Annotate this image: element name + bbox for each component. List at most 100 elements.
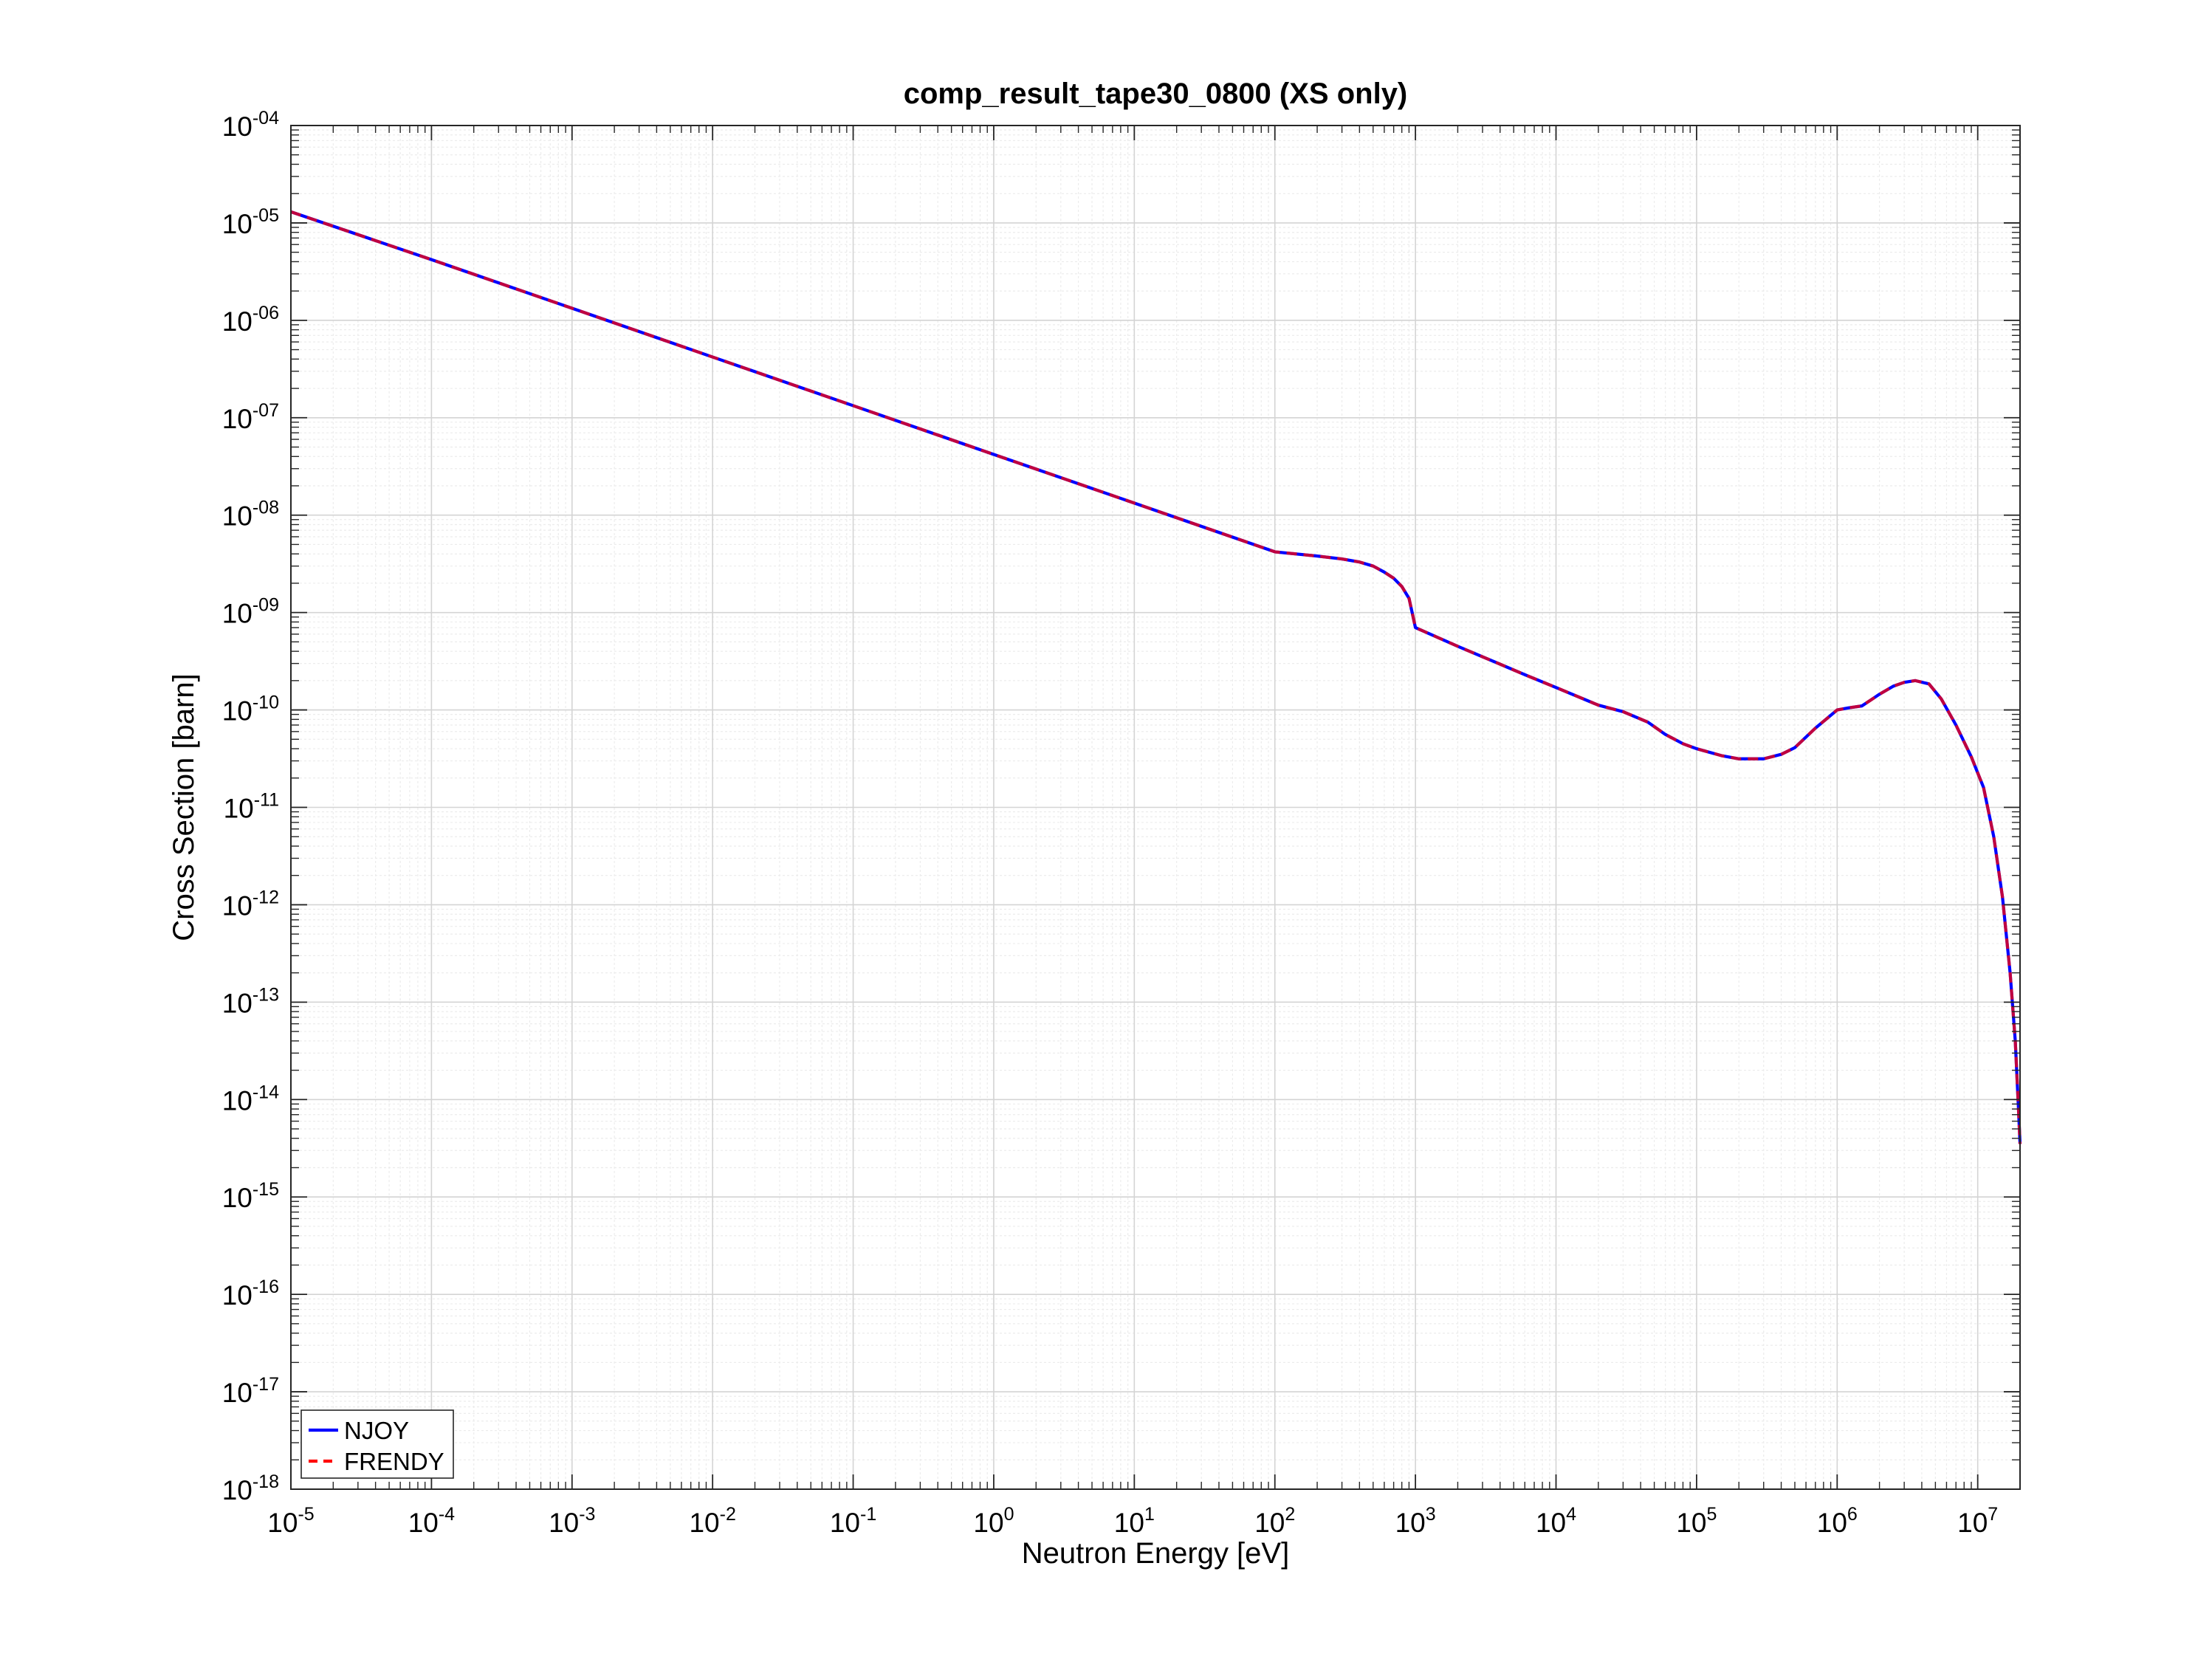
y-axis-label: Cross Section [barn] bbox=[168, 673, 200, 941]
x-tick-label-exponent: 6 bbox=[1847, 1504, 1858, 1525]
x-tick-label-exponent: -5 bbox=[298, 1504, 314, 1525]
x-tick-label-base: 10 bbox=[1676, 1508, 1706, 1538]
x-tick-label-exponent: 7 bbox=[1988, 1504, 1998, 1525]
x-tick-label: 102 bbox=[1254, 1504, 1295, 1538]
legend-box bbox=[300, 1409, 454, 1479]
axes-box bbox=[290, 125, 2021, 1490]
x-tick-label: 10-2 bbox=[689, 1504, 735, 1538]
y-tick-label-exponent: -16 bbox=[253, 1277, 279, 1297]
y-tick-label-base: 10 bbox=[222, 1475, 253, 1505]
y-tick-label-base: 10 bbox=[222, 599, 253, 629]
x-tick-label-base: 10 bbox=[408, 1508, 439, 1538]
y-tick-label-exponent: -04 bbox=[253, 108, 279, 128]
y-tick-label: 10-12 bbox=[222, 887, 279, 921]
y-tick-label: 10-17 bbox=[222, 1374, 279, 1408]
y-tick-label: 10-14 bbox=[222, 1082, 279, 1116]
x-tick-label-base: 10 bbox=[830, 1508, 860, 1538]
x-tick-label: 101 bbox=[1114, 1504, 1155, 1538]
y-tick-label: 10-13 bbox=[222, 984, 279, 1018]
x-tick-label: 103 bbox=[1395, 1504, 1436, 1538]
series-layer bbox=[290, 210, 2022, 1144]
y-tick-label: 10-09 bbox=[222, 595, 279, 629]
legend-label-njoy: NJOY bbox=[344, 1417, 409, 1444]
x-tick-label: 10-5 bbox=[267, 1504, 314, 1538]
y-tick-label-exponent: -12 bbox=[253, 887, 279, 907]
y-tick-label-base: 10 bbox=[224, 794, 254, 824]
y-tick-label-exponent: -15 bbox=[253, 1179, 279, 1200]
y-tick-label: 10-11 bbox=[224, 790, 279, 824]
y-tick-label-exponent: -14 bbox=[253, 1082, 279, 1102]
y-tick-label-base: 10 bbox=[222, 209, 253, 239]
axes-frame bbox=[290, 125, 2021, 1490]
y-tick-label-base: 10 bbox=[222, 890, 253, 921]
y-tick-label-base: 10 bbox=[222, 1183, 253, 1213]
y-tick-label-exponent: -13 bbox=[253, 984, 279, 1005]
x-tick-label-exponent: 3 bbox=[1426, 1504, 1436, 1525]
x-tick-labels: 10-5 10-4 10-3 10-2 10-1 100 101 102 103 104 105 10… bbox=[267, 1504, 1998, 1538]
y-tick-label-base: 10 bbox=[222, 1085, 253, 1116]
x-tick-label-base: 10 bbox=[1536, 1508, 1566, 1538]
x-tick-label-base: 10 bbox=[973, 1508, 1003, 1538]
y-tick-label: 10-05 bbox=[222, 205, 279, 239]
x-tick-label-base: 10 bbox=[1957, 1508, 1988, 1538]
tick-marks bbox=[290, 125, 2021, 1490]
x-tick-label: 107 bbox=[1957, 1504, 1998, 1538]
y-tick-label: 10-04 bbox=[222, 108, 279, 142]
x-tick-label-base: 10 bbox=[1395, 1508, 1426, 1538]
x-tick-label: 10-4 bbox=[408, 1504, 455, 1538]
x-tick-label-base: 10 bbox=[549, 1508, 579, 1538]
x-tick-label: 100 bbox=[973, 1504, 1014, 1538]
y-tick-label: 10-15 bbox=[222, 1179, 279, 1213]
chart-title: comp_result_tape30_0800 (XS only) bbox=[904, 78, 1408, 110]
y-tick-label-exponent: -18 bbox=[253, 1471, 279, 1492]
y-tick-label-exponent: -06 bbox=[253, 303, 279, 323]
y-tick-label: 10-08 bbox=[222, 498, 279, 532]
minor-gridlines bbox=[291, 126, 2021, 1489]
x-tick-label-exponent: -3 bbox=[579, 1504, 595, 1525]
y-tick-label-base: 10 bbox=[222, 1280, 253, 1311]
y-tick-label: 10-16 bbox=[222, 1277, 279, 1311]
y-tick-label: 10-10 bbox=[222, 693, 279, 727]
y-tick-label-exponent: -09 bbox=[253, 595, 279, 616]
x-tick-label-base: 10 bbox=[689, 1508, 719, 1538]
y-tick-label: 10-18 bbox=[222, 1471, 279, 1505]
y-tick-label-base: 10 bbox=[222, 696, 253, 727]
y-tick-label-base: 10 bbox=[222, 501, 253, 532]
y-tick-label-exponent: -08 bbox=[253, 498, 279, 518]
x-tick-label-exponent: 0 bbox=[1004, 1504, 1014, 1525]
x-tick-label-exponent: -4 bbox=[439, 1504, 455, 1525]
y-tick-label-exponent: -11 bbox=[254, 790, 279, 811]
x-tick-label: 106 bbox=[1817, 1504, 1858, 1538]
x-tick-label-exponent: 2 bbox=[1285, 1504, 1295, 1525]
x-tick-label-base: 10 bbox=[1114, 1508, 1144, 1538]
y-tick-label-base: 10 bbox=[222, 1378, 253, 1408]
y-tick-label-base: 10 bbox=[222, 404, 253, 434]
x-tick-label-base: 10 bbox=[1817, 1508, 1847, 1538]
x-tick-label-exponent: 4 bbox=[1566, 1504, 1576, 1525]
legend: NJOY FRENDY bbox=[300, 1409, 454, 1479]
x-tick-label: 104 bbox=[1536, 1504, 1576, 1538]
x-tick-label: 105 bbox=[1676, 1504, 1717, 1538]
y-tick-label-base: 10 bbox=[222, 111, 253, 142]
y-tick-label-exponent: -17 bbox=[253, 1374, 279, 1395]
x-tick-label-exponent: -1 bbox=[860, 1504, 876, 1525]
y-tick-label: 10-06 bbox=[222, 303, 279, 337]
x-tick-label-base: 10 bbox=[267, 1508, 298, 1538]
x-tick-label-exponent: 1 bbox=[1144, 1504, 1155, 1525]
x-tick-label-exponent: -2 bbox=[720, 1504, 736, 1525]
x-tick-label: 10-1 bbox=[830, 1504, 876, 1538]
x-tick-label-base: 10 bbox=[1254, 1508, 1285, 1538]
y-tick-label-base: 10 bbox=[222, 988, 253, 1018]
series-line-frendy bbox=[290, 210, 2022, 1144]
y-tick-label-exponent: -10 bbox=[253, 693, 279, 713]
x-axis-label: Neutron Energy [eV] bbox=[1022, 1537, 1289, 1570]
y-tick-label-base: 10 bbox=[222, 306, 253, 337]
y-tick-labels: 10-0410-0510-0610-0710-0810-0910-1010-11… bbox=[222, 108, 279, 1505]
y-tick-label: 10-07 bbox=[222, 400, 279, 434]
x-tick-label: 10-3 bbox=[549, 1504, 595, 1538]
x-tick-label-exponent: 5 bbox=[1707, 1504, 1717, 1525]
y-tick-label-exponent: -05 bbox=[253, 205, 279, 226]
legend-label-frendy: FRENDY bbox=[344, 1448, 444, 1475]
y-tick-label-exponent: -07 bbox=[253, 400, 279, 421]
